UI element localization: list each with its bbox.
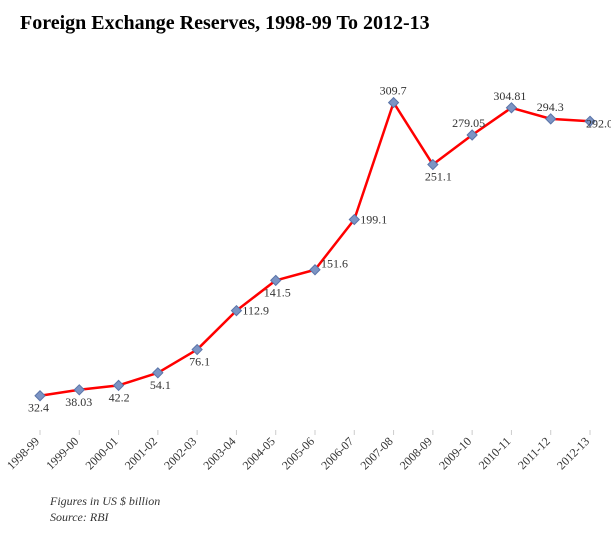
x-tick-label: 2000-01 [83, 434, 121, 472]
data-label: 42.2 [109, 390, 130, 404]
data-label: 304.81 [493, 89, 526, 103]
data-label: 294.3 [537, 100, 564, 114]
data-label: 279.05 [452, 116, 485, 130]
x-tick-label: 1998-99 [4, 434, 42, 472]
footnote-units: Figures in US $ billion [50, 494, 160, 509]
x-tick-label: 2002-03 [161, 434, 199, 472]
data-marker [546, 114, 556, 124]
data-label: 151.6 [321, 257, 348, 271]
x-tick-label: 1999-00 [43, 434, 81, 472]
data-label: 112.9 [242, 304, 269, 318]
x-tick-label: 2003-04 [200, 434, 238, 472]
data-label: 32.4 [28, 401, 49, 415]
series-line [40, 103, 590, 396]
x-tick-label: 2007-08 [358, 434, 396, 472]
x-tick-label: 2004-05 [240, 434, 278, 472]
data-label: 251.1 [425, 170, 452, 184]
x-tick-label: 2001-02 [122, 434, 160, 472]
data-label: 76.1 [189, 355, 210, 369]
data-marker [35, 391, 45, 401]
footnote-source: Source: RBI [50, 510, 109, 525]
x-tick-label: 2010-11 [476, 434, 514, 472]
data-label: 54.1 [150, 378, 171, 392]
data-marker [74, 385, 84, 395]
data-marker [114, 380, 124, 390]
data-label: 141.5 [264, 285, 291, 299]
data-label: 292.04 [586, 116, 611, 130]
x-tick-label: 2012-13 [554, 434, 592, 472]
data-label: 199.1 [360, 213, 387, 227]
data-label: 309.7 [380, 84, 407, 98]
x-tick-label: 2006-07 [318, 434, 356, 472]
data-label: 38.03 [65, 395, 92, 409]
x-tick-label: 2009-10 [436, 434, 474, 472]
x-tick-label: 2005-06 [279, 434, 317, 472]
x-tick-label: 2008-09 [397, 434, 435, 472]
x-tick-label: 2011-12 [515, 434, 553, 472]
chart-svg: 1998-991999-002000-012001-022002-032003-… [0, 0, 611, 537]
forex-reserves-chart: Foreign Exchange Reserves, 1998-99 To 20… [0, 0, 611, 537]
